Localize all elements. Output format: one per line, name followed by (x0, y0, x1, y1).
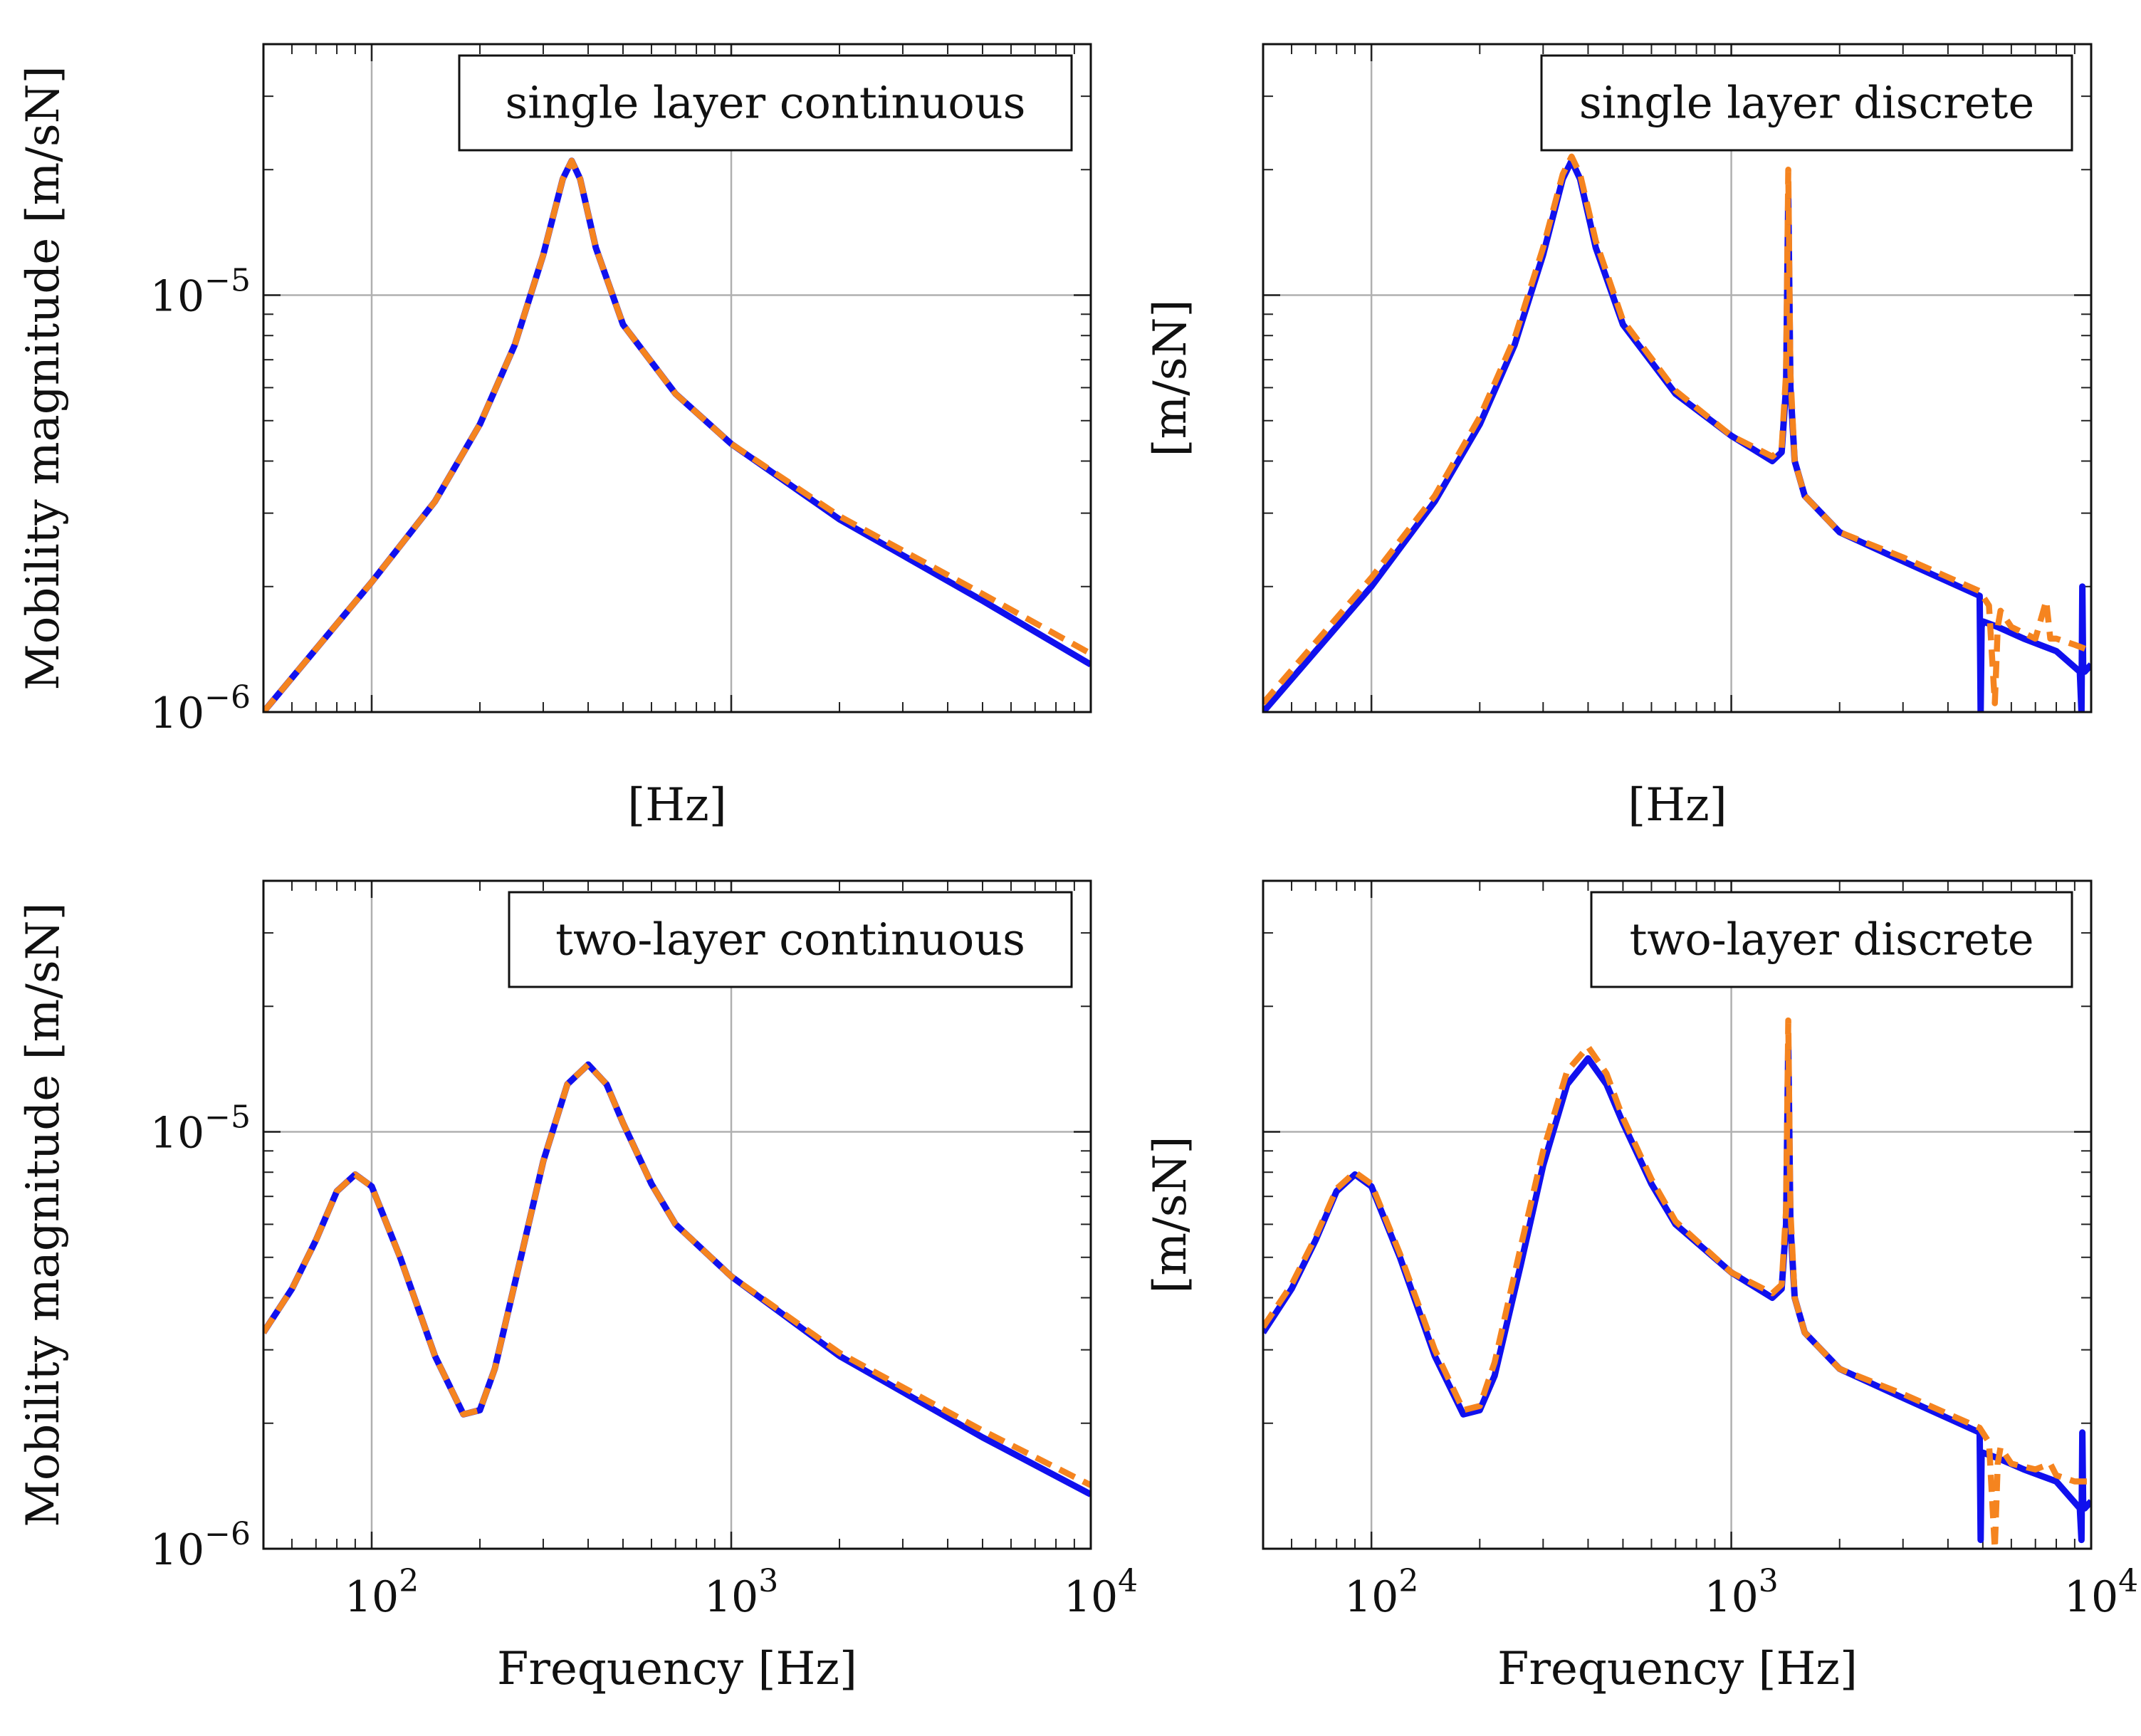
x-tick-label: 103 (1704, 1563, 1778, 1622)
series-line-orange-dashed (1263, 153, 2091, 706)
series-line-orange-dashed (263, 157, 1091, 712)
y-tick-base: 10 (150, 1525, 204, 1575)
series-group (263, 157, 1091, 712)
y-axis-label: [m/sN] (1144, 1136, 1197, 1293)
y-tick-base: 10 (150, 1109, 204, 1159)
panel-1: single layer continuous10−610−5[Hz]Mobil… (17, 43, 1092, 832)
series-line-blue-solid (263, 157, 1091, 712)
panel-title: single layer continuous (505, 77, 1025, 129)
x-tick-label: 102 (1344, 1563, 1418, 1622)
x-tick-label: 102 (345, 1563, 419, 1622)
series-line-blue-solid (1263, 157, 2091, 712)
series-group (1263, 153, 2091, 712)
y-axis-label: [m/sN] (1144, 299, 1197, 456)
y-axis-label: Mobility magnitude [m/sN] (17, 902, 70, 1527)
x-tick-base: 10 (345, 1572, 399, 1622)
y-tick-exponent: −5 (204, 1099, 251, 1136)
plot-frame (262, 879, 1092, 1550)
x-tick-exponent: 2 (399, 1563, 419, 1599)
y-axis-label: Mobility magnitude [m/sN] (17, 66, 70, 690)
y-tick-label: 10−5 (150, 1099, 251, 1159)
series-line-orange-dashed (263, 1061, 1091, 1488)
panel-2: single layer discrete [Hz] [m/sN] (1144, 43, 2093, 832)
plot-frame (1262, 879, 2093, 1550)
x-tick-exponent: 4 (2118, 1563, 2138, 1599)
x-tick-base: 10 (704, 1572, 758, 1622)
panel-title-box (508, 891, 1073, 988)
x-tick-exponent: 2 (1398, 1563, 1418, 1599)
x-tick-base: 10 (1704, 1572, 1758, 1622)
panel-title-box (1540, 54, 2073, 152)
x-tick-label: 104 (2064, 1563, 2138, 1622)
x-axis-label: [Hz] (627, 779, 726, 832)
x-tick-exponent: 3 (1759, 1563, 1779, 1599)
panel-title: two-layer discrete (1629, 914, 2033, 966)
series-group (263, 1061, 1091, 1497)
x-tick-exponent: 4 (1118, 1563, 1138, 1599)
x-tick-base: 10 (2064, 1572, 2118, 1622)
panel-title-box (1590, 891, 2073, 988)
x-tick-exponent: 3 (758, 1563, 778, 1599)
series-line-blue-solid (1263, 1043, 2091, 1544)
series-line-blue-solid (263, 1061, 1091, 1497)
y-tick-base: 10 (150, 689, 204, 738)
y-tick-base: 10 (150, 272, 204, 322)
y-tick-exponent: −6 (204, 679, 251, 716)
x-axis-label: Frequency [Hz] (497, 1643, 857, 1695)
y-tick-label: 10−5 (150, 263, 251, 322)
x-tick-label: 104 (1064, 1563, 1138, 1622)
x-tick-base: 10 (1344, 1572, 1398, 1622)
x-tick-base: 10 (1064, 1572, 1118, 1622)
x-tick-label: 103 (704, 1563, 778, 1622)
plot-frame (262, 43, 1092, 713)
x-axis-label: [Hz] (1628, 779, 1727, 832)
y-tick-label: 10−6 (150, 679, 251, 738)
x-axis-label: Frequency [Hz] (1497, 1643, 1858, 1695)
panel-title: two-layer continuous (555, 914, 1025, 966)
y-tick-label: 10−6 (150, 1516, 251, 1575)
panel-title-box (458, 54, 1073, 152)
plot-frame (1262, 43, 2093, 713)
series-group (1263, 1017, 2091, 1549)
y-tick-exponent: −6 (204, 1516, 251, 1552)
y-tick-exponent: −5 (204, 263, 251, 299)
panel-title: single layer discrete (1579, 77, 2034, 129)
series-line-orange-dashed (1263, 1017, 2091, 1549)
